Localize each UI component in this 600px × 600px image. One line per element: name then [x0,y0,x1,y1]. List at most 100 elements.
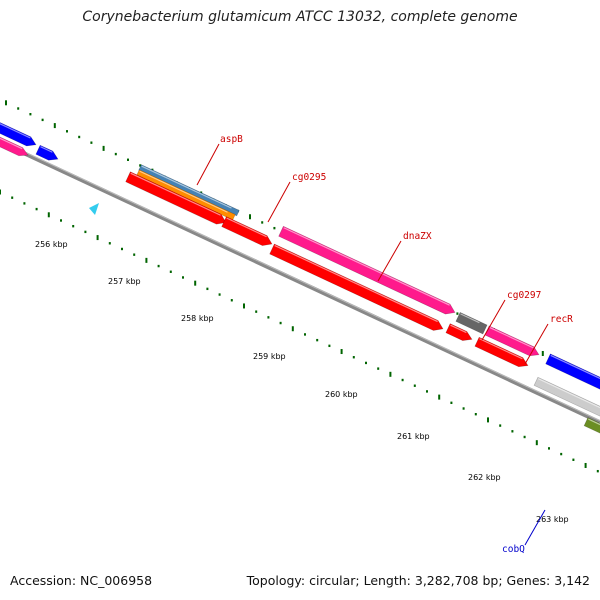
tick-dot [487,417,489,423]
tick-dot [304,333,306,336]
tick-label: 263 kbp [536,515,569,524]
tick-dot [47,212,50,218]
tick-dot [182,276,184,279]
backbone-line [0,140,600,425]
tick-dot [316,338,319,342]
tick-dot [145,257,148,263]
genome-backbone [0,140,600,425]
accession-text: Accession: NC_006958 [10,573,153,588]
light-feature [533,376,600,421]
tick-dot [426,390,428,393]
tick-dot [401,378,404,382]
tick-dot [66,130,68,133]
tick-dot [511,430,514,433]
tick-dot [572,458,575,461]
red-arrow-4 [445,323,473,341]
tick-dot [139,164,142,167]
red-arrow-3 [269,243,444,331]
tick-dot [133,253,136,256]
cg0297-feature [455,311,488,335]
tick-dot [157,264,160,268]
blue-arrow-right [545,353,600,390]
tick-dot [261,221,264,224]
tick-dot [279,321,282,325]
tick-dot [60,219,62,222]
tick-dot [291,326,294,332]
tick-dot [389,371,392,377]
tick-dot [96,235,99,241]
tick-dot [218,293,221,296]
tick-dot [584,462,587,468]
gene-features [0,118,600,438]
tick-dot [340,349,343,355]
tick-dot [206,287,209,291]
backbone-highlight [0,140,600,422]
tick-dot [41,118,44,122]
tick-label: 257 kbp [108,277,141,286]
olive-feature [583,417,600,438]
tick-dot [413,384,416,387]
tick-dot [0,189,1,195]
gene-label: recR [550,314,573,325]
tick-label: 262 kbp [468,473,501,482]
gene-label: cobQ [502,544,525,555]
tick-dot [499,424,502,427]
gene-label: dnaZX [403,231,432,242]
tick-dot [194,280,197,286]
cyan-marker [89,203,99,215]
tick-dot [90,141,93,144]
tick-dot [53,123,56,129]
tick-dot [78,135,81,139]
tick-dot [548,447,550,450]
tick-dot [72,224,75,228]
tick-dot [5,100,7,106]
tick-dot [273,226,276,230]
tick-dot [365,361,367,365]
gene-label: aspB [220,134,243,145]
tick-dot [169,270,172,273]
tick-dot [474,412,477,416]
gene-label: cg0297 [507,290,541,301]
tick-dot [535,440,538,446]
tick-dot [243,303,245,309]
tick-dot [121,247,123,251]
tick-dot [596,469,599,473]
tick-dot [102,145,105,151]
tick-label: 256 kbp [35,240,68,249]
tick-dot [267,316,270,319]
tick-dot [17,107,20,110]
tick-dots [0,100,599,473]
blue-arrow-left [0,118,37,147]
tick-dot [249,214,251,220]
tick-dot [230,299,233,302]
tick-label: 258 kbp [181,314,214,323]
leader-line [524,323,549,365]
leader-line [196,143,220,186]
tick-label: 259 kbp [253,352,286,361]
tick-labels: 256 kbp 257 kbp 258 kbp 259 kbp 260 kbp 261 k… [35,240,569,524]
gene-label: cg0295 [292,172,326,183]
tick-dot [35,207,38,211]
tick-dot [352,356,355,359]
tick-dot [438,394,441,400]
tick-dot [11,196,14,199]
steelblue-feature [138,164,240,217]
tick-dot [127,158,129,161]
tick-dot [114,152,117,156]
tick-dot [541,350,544,356]
red-arrow-2 [221,216,273,246]
tick-dot [108,242,111,245]
map-title: Corynebacterium glutamicum ATCC 13032, c… [82,9,518,25]
tick-dot [29,112,32,116]
gene-labels: aspB cg0295 dnaZX cg0297 recR cobQ [196,134,573,555]
red-arrow-1 [125,171,227,225]
tick-dot [377,367,380,370]
tick-label: 261 kbp [397,432,430,441]
leader-line [524,509,546,546]
leader-line [481,299,506,341]
genome-summary-text: Topology: circular; Length: 3,282,708 bp… [246,573,590,588]
tick-label: 260 kbp [325,390,358,399]
red-arrow-5 [474,336,529,368]
tick-dot [456,312,459,315]
